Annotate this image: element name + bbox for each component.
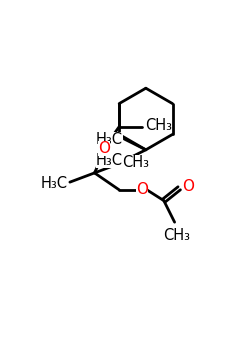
Text: H₃C: H₃C bbox=[40, 176, 68, 191]
Text: O: O bbox=[98, 141, 110, 156]
Text: CH₃: CH₃ bbox=[163, 228, 190, 243]
Text: H₃C: H₃C bbox=[96, 132, 123, 147]
Text: O: O bbox=[136, 182, 148, 197]
Text: CH₃: CH₃ bbox=[122, 155, 149, 170]
Text: CH₃: CH₃ bbox=[145, 118, 172, 133]
Text: O: O bbox=[182, 179, 194, 194]
Text: H₃C: H₃C bbox=[96, 153, 123, 168]
